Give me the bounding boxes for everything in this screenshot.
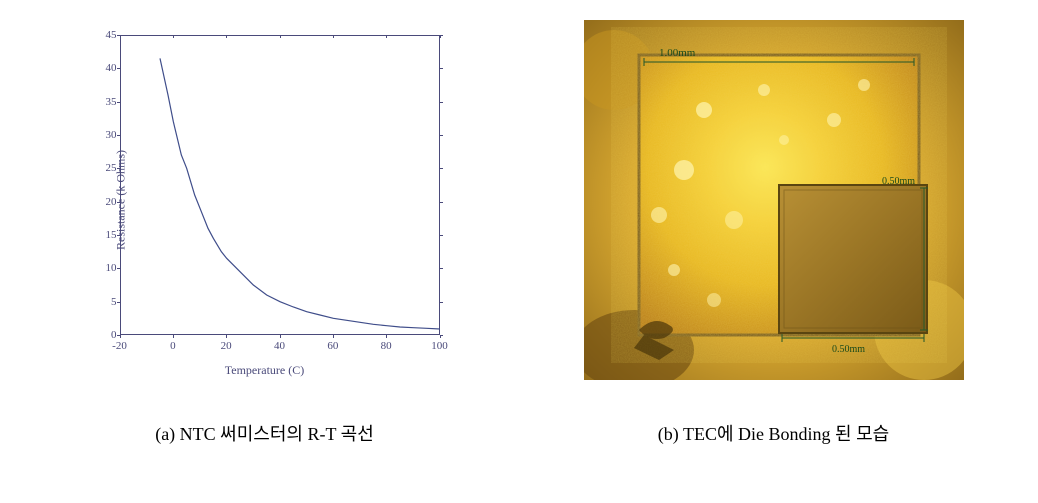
top-tick-mark xyxy=(226,35,227,38)
rt-curve-path xyxy=(160,58,440,329)
x-tick-mark xyxy=(333,335,334,338)
top-tick-mark xyxy=(120,35,121,38)
y-tick-label: 40 xyxy=(105,62,117,74)
y-tick-label: 10 xyxy=(105,262,117,274)
y-tick-label: 45 xyxy=(105,29,117,41)
x-tick-mark xyxy=(226,335,227,338)
y-tick-mark xyxy=(117,102,120,103)
tec-die-bonding-image: 1.00mm 0.50mm 0.50mm xyxy=(584,20,964,380)
top-tick-mark xyxy=(386,35,387,38)
outer-measure-label: 1.00mm xyxy=(659,47,696,59)
right-tick-mark xyxy=(440,202,443,203)
curve-line xyxy=(120,35,440,335)
right-tick-mark xyxy=(440,168,443,169)
y-tick-mark xyxy=(117,202,120,203)
right-tick-mark xyxy=(440,135,443,136)
right-tick-mark xyxy=(440,302,443,303)
right-tick-mark xyxy=(440,102,443,103)
caption-b: (b) TEC에 Die Bonding 된 모습 xyxy=(658,420,889,446)
right-tick-mark xyxy=(440,68,443,69)
figure-container: Resistance (k Ohms) Temperature (C) 0510… xyxy=(40,20,998,446)
y-tick-mark xyxy=(117,235,120,236)
y-tick-mark xyxy=(117,135,120,136)
x-tick-mark xyxy=(440,335,441,338)
top-tick-mark xyxy=(333,35,334,38)
caption-a: (a) NTC 써미스터의 R-T 곡선 xyxy=(155,420,374,446)
panel-b: 1.00mm 0.50mm 0.50mm (b) TEC에 Die Bondin… xyxy=(549,20,998,446)
right-tick-mark xyxy=(440,235,443,236)
top-tick-mark xyxy=(280,35,281,38)
rt-curve-chart: Resistance (k Ohms) Temperature (C) 0510… xyxy=(75,20,455,380)
top-tick-mark xyxy=(173,35,174,38)
y-tick-label: 30 xyxy=(105,129,117,141)
x-tick-mark xyxy=(173,335,174,338)
x-tick-label: 100 xyxy=(431,340,448,352)
y-tick-label: 25 xyxy=(105,162,117,174)
x-tick-mark xyxy=(280,335,281,338)
y-tick-label: 35 xyxy=(105,96,117,108)
y-tick-label: 20 xyxy=(105,196,117,208)
inner-measure-label-v: 0.50mm xyxy=(882,176,915,187)
y-tick-mark xyxy=(117,268,120,269)
y-tick-mark xyxy=(117,302,120,303)
x-tick-label: 60 xyxy=(327,340,338,352)
y-tick-mark xyxy=(117,168,120,169)
y-tick-label: 5 xyxy=(105,296,117,308)
panel-a: Resistance (k Ohms) Temperature (C) 0510… xyxy=(40,20,489,446)
x-tick-mark xyxy=(120,335,121,338)
right-tick-mark xyxy=(440,268,443,269)
x-tick-label: 40 xyxy=(274,340,285,352)
y-tick-label: 15 xyxy=(105,229,117,241)
x-tick-label: 80 xyxy=(381,340,392,352)
x-tick-label: 0 xyxy=(170,340,176,352)
y-tick-mark xyxy=(117,68,120,69)
x-tick-label: 20 xyxy=(221,340,232,352)
x-axis-label: Temperature (C) xyxy=(225,363,304,378)
microscope-photo: 1.00mm 0.50mm 0.50mm xyxy=(584,20,964,380)
x-tick-label: -20 xyxy=(112,340,127,352)
inner-measure-label-h: 0.50mm xyxy=(832,344,865,355)
x-tick-mark xyxy=(386,335,387,338)
top-tick-mark xyxy=(440,35,441,38)
